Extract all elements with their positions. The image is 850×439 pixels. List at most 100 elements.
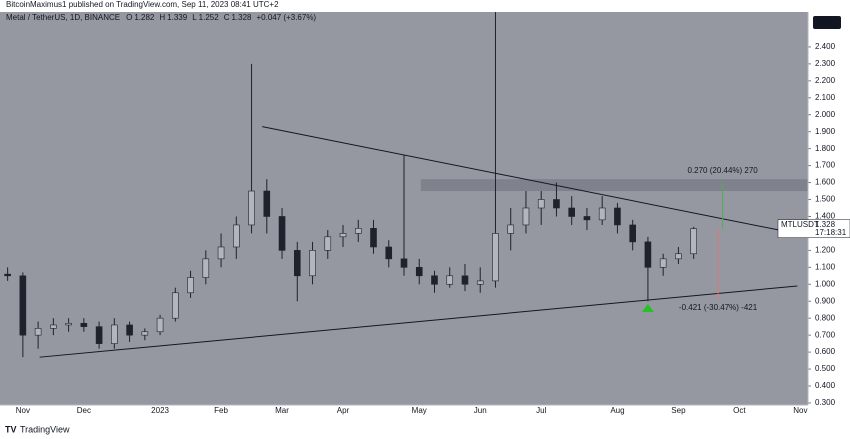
y-tick-label: 1.100 bbox=[815, 262, 836, 271]
candle-body bbox=[400, 258, 408, 268]
y-tick-label: 0.900 bbox=[815, 296, 836, 305]
x-tick-label: Dec bbox=[77, 406, 91, 415]
candle-body bbox=[156, 317, 164, 333]
x-tick-label: Mar bbox=[275, 406, 289, 415]
x-tick-label: Aug bbox=[610, 406, 624, 415]
price-tag-bg bbox=[777, 219, 850, 238]
candle-body bbox=[354, 228, 362, 234]
currency-button[interactable]: USDT bbox=[816, 18, 838, 27]
y-tick-label: 1.400 bbox=[815, 212, 836, 221]
legend-key: C bbox=[224, 13, 230, 22]
candle-body bbox=[309, 250, 316, 277]
y-tick-label: 1.200 bbox=[815, 245, 836, 254]
measure-label: -0.421 (-30.47%) -421 bbox=[679, 303, 758, 312]
candle-body bbox=[248, 190, 255, 226]
y-tick-label: 2.000 bbox=[815, 110, 836, 119]
candle-body bbox=[187, 277, 194, 294]
legend-value: 1.252 bbox=[199, 13, 220, 22]
signal-marker bbox=[641, 304, 654, 313]
candle-body bbox=[141, 331, 149, 336]
legend-symbol: Metal / TetherUS, 1D, BINANCE bbox=[6, 13, 120, 22]
price-tag-countdown: 17:18:31 bbox=[815, 228, 847, 237]
y-tick-label: 2.400 bbox=[815, 42, 836, 51]
y-tick-label: 0.500 bbox=[815, 364, 836, 373]
y-tick-label: 1.600 bbox=[815, 178, 836, 187]
legend-key: H bbox=[159, 13, 165, 22]
legend-change: +0.047 (+3.67%) bbox=[257, 13, 317, 22]
legend-value: 1.339 bbox=[167, 13, 188, 22]
candle-body bbox=[675, 253, 682, 260]
x-tick-label: Nov bbox=[793, 406, 807, 415]
trendline bbox=[39, 285, 798, 358]
legend-key: L bbox=[192, 13, 197, 22]
candle-body bbox=[293, 250, 301, 277]
y-tick-label: 1.500 bbox=[815, 195, 836, 204]
price-tag-symbol: MTLUSDT bbox=[781, 220, 819, 229]
plot-area bbox=[4, 12, 808, 358]
x-tick-label: Apr bbox=[337, 406, 350, 415]
candle-body bbox=[217, 246, 225, 260]
candle-body bbox=[537, 199, 545, 209]
candle-body bbox=[507, 224, 515, 234]
trendline bbox=[262, 126, 780, 231]
x-tick-label: 2023 bbox=[151, 406, 169, 415]
candle-body bbox=[50, 324, 57, 329]
candle-body bbox=[644, 241, 652, 268]
candle-body bbox=[522, 207, 530, 226]
x-tick-label: Jul bbox=[536, 406, 546, 415]
y-tick-label: 1.000 bbox=[815, 279, 836, 288]
x-tick-label: Sep bbox=[671, 406, 686, 415]
candle-body bbox=[461, 275, 469, 285]
legend-value: 1.328 bbox=[231, 13, 252, 22]
candle-body bbox=[111, 324, 118, 344]
y-tick-label: 2.100 bbox=[815, 93, 836, 102]
y-tick-label: 0.300 bbox=[815, 398, 836, 407]
candle-body bbox=[370, 228, 377, 248]
candle-body bbox=[415, 267, 423, 277]
candle-body bbox=[614, 207, 621, 226]
candle-body bbox=[690, 228, 697, 255]
y-tick-label: 0.600 bbox=[815, 347, 836, 356]
candle-body bbox=[126, 324, 133, 336]
candle-body bbox=[4, 273, 11, 277]
candle-body bbox=[95, 326, 103, 344]
x-tick-label: Oct bbox=[733, 406, 746, 415]
y-tick-label: 0.800 bbox=[815, 313, 836, 322]
candle-body bbox=[659, 258, 667, 268]
candle-body bbox=[431, 275, 438, 285]
candle-body bbox=[278, 216, 286, 251]
x-tick-label: Feb bbox=[214, 406, 228, 415]
candle-body bbox=[65, 322, 72, 326]
footer-icon: TV bbox=[5, 424, 17, 434]
candle-body bbox=[598, 207, 606, 221]
price-tag-value: 1.328 bbox=[815, 220, 836, 229]
x-tick-label: Nov bbox=[16, 406, 30, 415]
y-tick-label: 1.700 bbox=[815, 161, 836, 170]
y-tick-label: 1.900 bbox=[815, 127, 836, 136]
x-tick-label: May bbox=[412, 406, 427, 415]
candle-body bbox=[324, 236, 332, 251]
candle-body bbox=[19, 275, 27, 336]
candle-body bbox=[553, 199, 560, 209]
candle-body bbox=[385, 246, 393, 260]
candle-body bbox=[233, 224, 240, 248]
candle-body bbox=[476, 280, 484, 285]
candle-body bbox=[339, 233, 347, 238]
legend-key: O bbox=[126, 13, 132, 22]
y-tick-label: 2.300 bbox=[815, 59, 836, 68]
candle-body bbox=[80, 322, 88, 327]
candle-body bbox=[446, 275, 454, 285]
measure-label: 0.270 (20.44%) 270 bbox=[687, 166, 758, 175]
y-tick-label: 2.200 bbox=[815, 76, 836, 85]
y-tick-label: 0.700 bbox=[815, 330, 836, 339]
y-tick-label: 1.800 bbox=[815, 144, 836, 153]
candle-body bbox=[202, 258, 210, 278]
candle-body bbox=[492, 233, 499, 282]
resistance-zone bbox=[420, 179, 808, 192]
candle-body bbox=[629, 224, 636, 243]
footer-logo: TradingView bbox=[20, 424, 70, 434]
publisher: BitcoinMaximus1 published on TradingView… bbox=[6, 0, 279, 9]
candle-body bbox=[568, 207, 575, 217]
